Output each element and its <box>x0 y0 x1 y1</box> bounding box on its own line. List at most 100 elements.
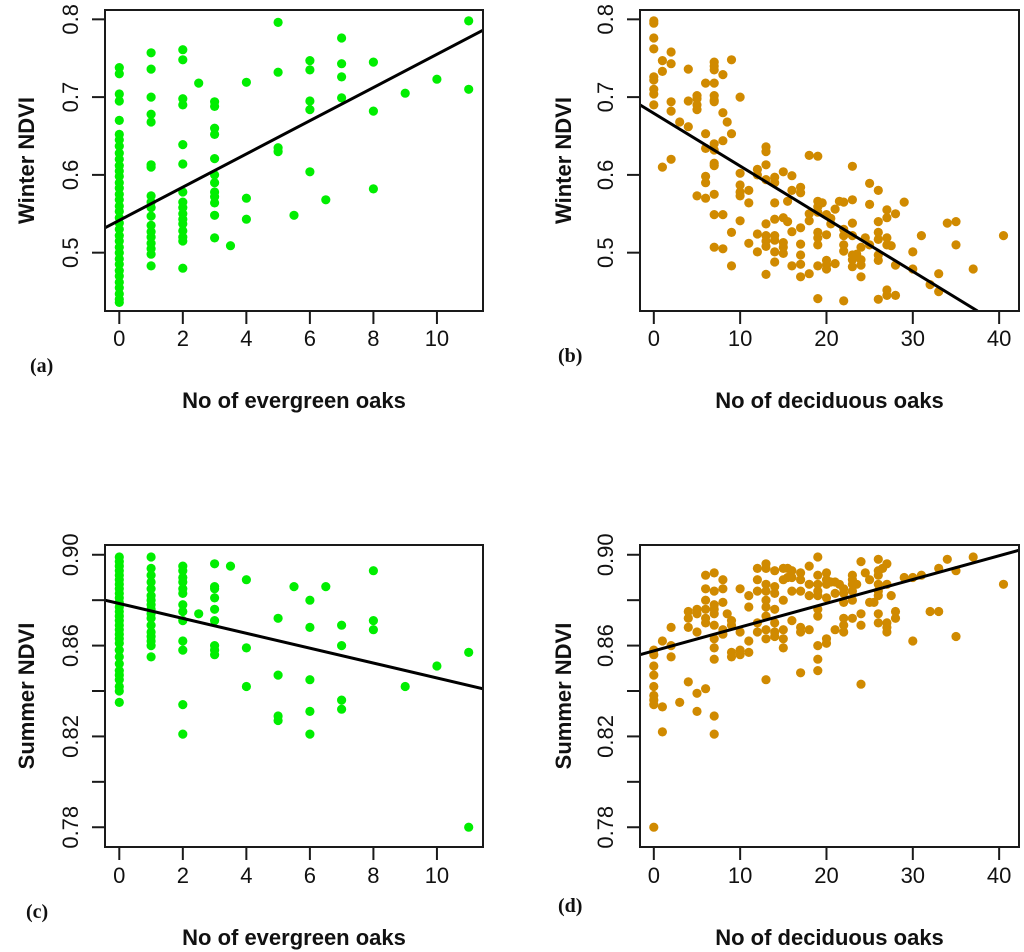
y-axis-title: Winter NDVI <box>14 97 39 224</box>
data-point <box>951 631 961 642</box>
data-point <box>146 211 156 221</box>
data-point <box>709 620 719 630</box>
x-tick-label: 0 <box>113 326 125 351</box>
data-point <box>666 106 676 116</box>
data-point <box>400 681 410 692</box>
data-point <box>241 77 251 87</box>
data-point <box>813 641 823 651</box>
data-point <box>178 606 188 617</box>
data-point <box>146 563 156 574</box>
data-point <box>873 234 883 244</box>
data-point <box>146 117 156 127</box>
data-point <box>847 262 858 272</box>
data-point <box>856 272 866 282</box>
data-point <box>778 167 788 177</box>
data-point <box>709 242 719 252</box>
data-point <box>770 582 780 592</box>
y-tick-label: 0.86 <box>58 624 83 667</box>
data-point <box>210 198 220 208</box>
data-point <box>273 715 283 726</box>
data-point <box>787 586 797 596</box>
data-point <box>873 570 883 580</box>
data-point <box>114 686 124 696</box>
data-point <box>709 609 719 619</box>
y-tick-label: 0.6 <box>58 160 83 191</box>
data-point <box>813 233 823 243</box>
y-axis-title: Winter NDVI <box>551 97 576 224</box>
data-point <box>796 188 806 198</box>
x-tick-label: 2 <box>177 326 189 351</box>
data-point <box>273 147 283 157</box>
y-axis-title: Summer NDVI <box>551 623 576 770</box>
data-point <box>735 168 745 178</box>
y-tick-label: 0.78 <box>58 806 83 849</box>
data-point <box>709 634 719 644</box>
data-point <box>761 586 771 596</box>
data-point <box>735 627 745 637</box>
data-point <box>752 229 763 239</box>
data-point <box>114 224 124 234</box>
plot-frame <box>639 544 1020 848</box>
y-tick-label: 0.8 <box>58 4 83 35</box>
data-point <box>735 92 745 102</box>
data-point <box>692 706 702 717</box>
data-point <box>890 613 901 623</box>
y-tick-label: 0.78 <box>593 806 618 849</box>
data-point <box>796 272 806 282</box>
data-point <box>666 652 676 662</box>
data-point <box>210 154 220 164</box>
data-point <box>882 290 892 300</box>
data-point <box>761 241 771 251</box>
data-point <box>146 64 156 74</box>
x-tick-label: 2 <box>177 863 189 888</box>
data-point <box>649 75 659 85</box>
data-point <box>856 242 866 252</box>
data-point <box>839 246 849 256</box>
y-tick-label: 0.5 <box>593 237 618 268</box>
data-point <box>432 661 442 671</box>
x-axis: 0 10 20 30 40 <box>648 847 1011 888</box>
data-point <box>146 620 156 630</box>
x-axis: 0 10 20 30 40 <box>648 311 1011 351</box>
data-point <box>114 115 124 125</box>
data-point <box>368 57 378 67</box>
data-point <box>873 579 883 589</box>
data-point <box>701 604 711 614</box>
data-point <box>114 206 124 216</box>
y-axis: 0.78 0.82 0.86 0.90 <box>593 533 640 849</box>
data-point <box>701 595 711 605</box>
data-point <box>178 700 188 710</box>
data-point <box>886 591 896 601</box>
x-tick-label: 4 <box>240 863 252 888</box>
data-point <box>873 618 883 628</box>
data-point <box>796 259 806 269</box>
x-tick-label: 30 <box>901 326 925 351</box>
data-point <box>726 227 737 237</box>
data-point <box>692 609 702 619</box>
data-point <box>783 196 793 206</box>
data-point <box>735 584 745 594</box>
data-point <box>464 647 474 658</box>
data-point <box>432 74 442 84</box>
data-point <box>683 606 693 617</box>
data-point <box>847 218 858 228</box>
data-point <box>787 261 797 271</box>
x-tick-label: 0 <box>648 863 660 888</box>
data-point <box>709 729 719 739</box>
data-point <box>178 100 188 110</box>
data-point <box>649 681 659 692</box>
data-point <box>146 48 156 58</box>
data-point <box>873 591 883 601</box>
data-point <box>761 675 771 685</box>
panel-label: (a) <box>30 355 53 377</box>
data-point <box>839 627 849 637</box>
data-point <box>916 231 927 241</box>
data-point <box>787 616 797 626</box>
scatter-points <box>649 552 1009 832</box>
panel-label: (b) <box>558 345 582 367</box>
data-point <box>657 66 668 76</box>
data-point <box>146 220 156 230</box>
data-point <box>890 209 901 219</box>
data-point <box>657 636 668 646</box>
